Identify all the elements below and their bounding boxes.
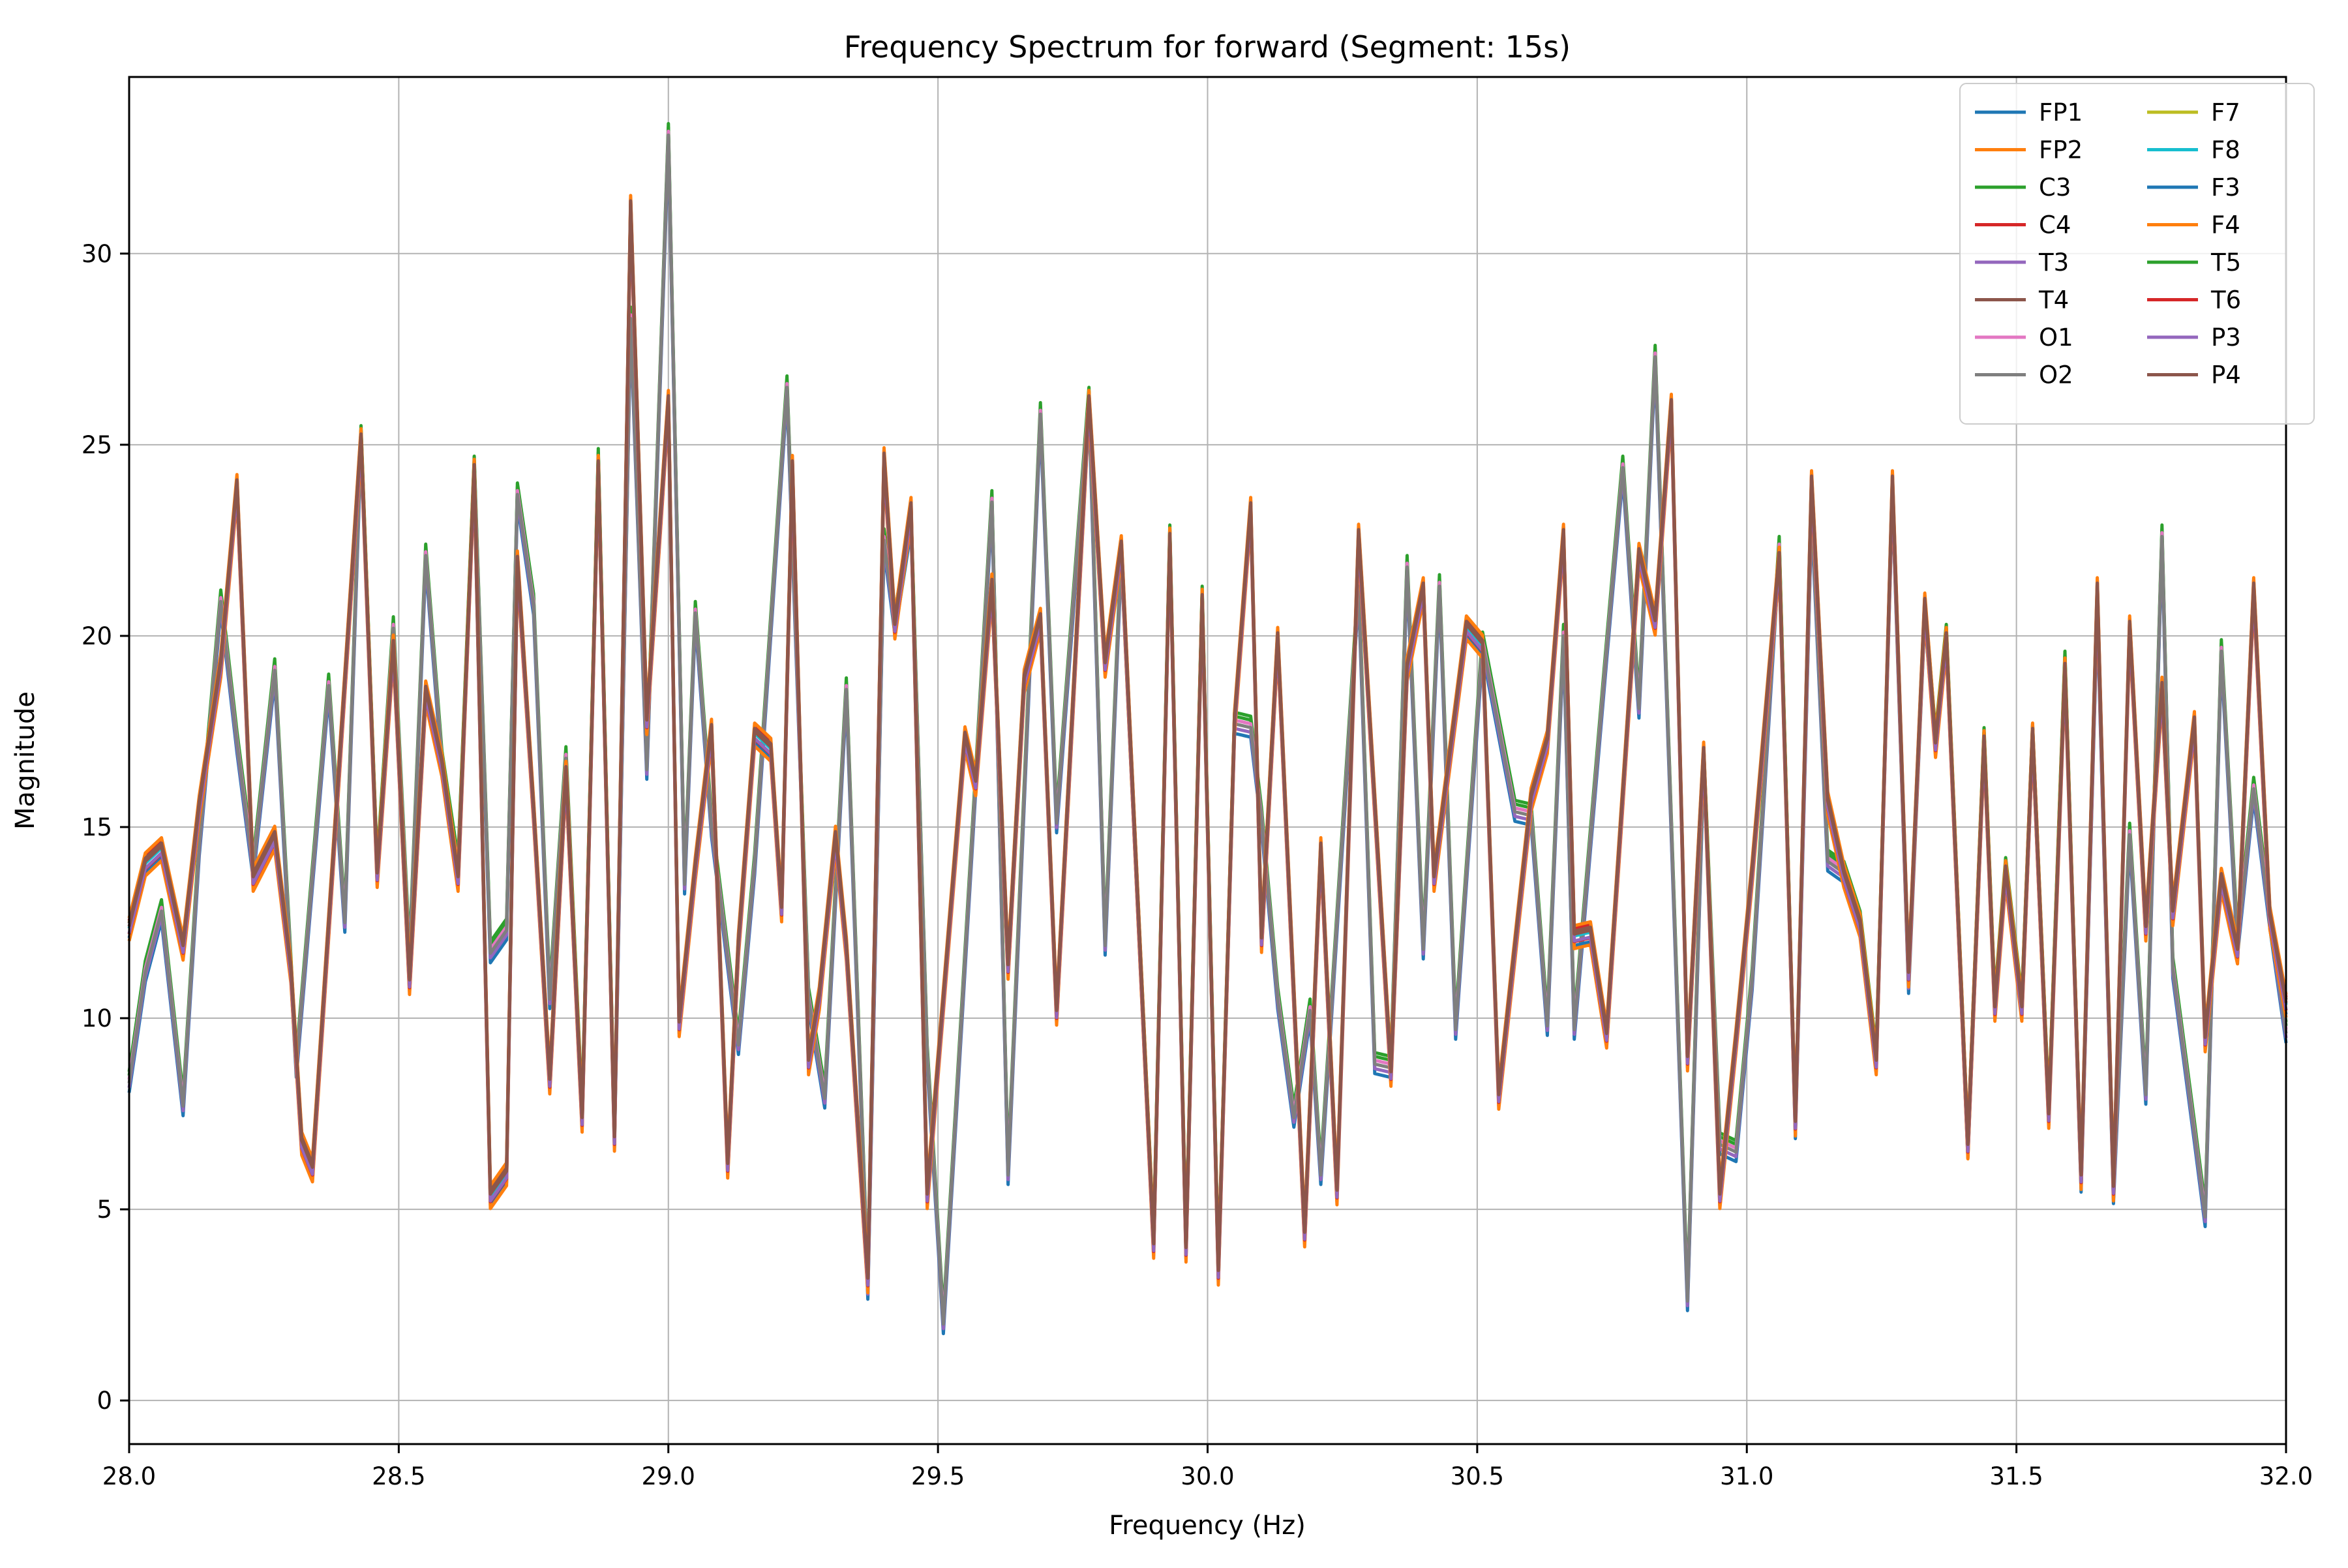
x-tick-label-30: 30.0 — [1181, 1462, 1234, 1490]
y-tick-label-20: 20 — [82, 622, 112, 650]
y-tick-label-0: 0 — [97, 1387, 112, 1415]
legend-label-T6: T6 — [2210, 286, 2241, 314]
axis-ticks — [120, 252, 2287, 1453]
legend-label-T3: T3 — [2038, 249, 2069, 277]
x-tick-label-28.5: 28.5 — [372, 1462, 425, 1490]
x-tick-label-29.5: 29.5 — [911, 1462, 965, 1490]
series-lines — [127, 122, 2288, 1336]
x-tick-label-32: 32.0 — [2259, 1462, 2313, 1490]
legend-label-F8: F8 — [2211, 136, 2240, 164]
legend-label-P3: P3 — [2211, 324, 2241, 352]
legend-label-P4: P4 — [2211, 361, 2241, 389]
y-axis-label: Magnitude — [10, 691, 40, 830]
y-tick-label-5: 5 — [97, 1196, 112, 1224]
legend-label-T4: T4 — [2038, 286, 2069, 314]
legend-label-FP1: FP1 — [2039, 98, 2083, 127]
legend-label-C3: C3 — [2039, 173, 2071, 202]
legend-label-F4: F4 — [2211, 211, 2240, 239]
x-tick-label-30.5: 30.5 — [1451, 1462, 1504, 1490]
legend-box — [1959, 83, 2315, 425]
y-tick-label-25: 25 — [82, 431, 112, 459]
legend-label-O1: O1 — [2039, 324, 2073, 352]
x-tick-label-31.5: 31.5 — [1989, 1462, 2043, 1490]
legend-label-F7: F7 — [2211, 98, 2240, 127]
chart-title: Frequency Spectrum for forward (Segment:… — [844, 29, 1571, 65]
legend: FP1 FP2 C3 C4 T3 T4 O1 O2 F7 F8 F3 F4 T5 T6 P3 P4 — [1959, 83, 2315, 425]
legend-label-T5: T5 — [2210, 249, 2241, 277]
y-tick-label-10: 10 — [82, 1004, 112, 1033]
legend-label-O2: O2 — [2039, 361, 2073, 389]
legend-label-FP2: FP2 — [2039, 136, 2083, 164]
axis-tick-labels: 28.0 28.5 29.0 29.5 30.0 30.5 31.0 31.5 32.0 0 5 10… — [82, 240, 2313, 1490]
legend-label-C4: C4 — [2039, 211, 2071, 239]
x-axis-label: Frequency (Hz) — [1109, 1511, 1306, 1541]
x-tick-label-28: 28.0 — [102, 1462, 156, 1490]
legend-label-F3: F3 — [2211, 173, 2240, 202]
y-tick-label-15: 15 — [82, 813, 112, 841]
x-tick-label-31: 31.0 — [1720, 1462, 1773, 1490]
series-P4 — [127, 202, 2288, 1280]
x-tick-label-29: 29.0 — [642, 1462, 695, 1490]
y-tick-label-30: 30 — [82, 240, 112, 268]
